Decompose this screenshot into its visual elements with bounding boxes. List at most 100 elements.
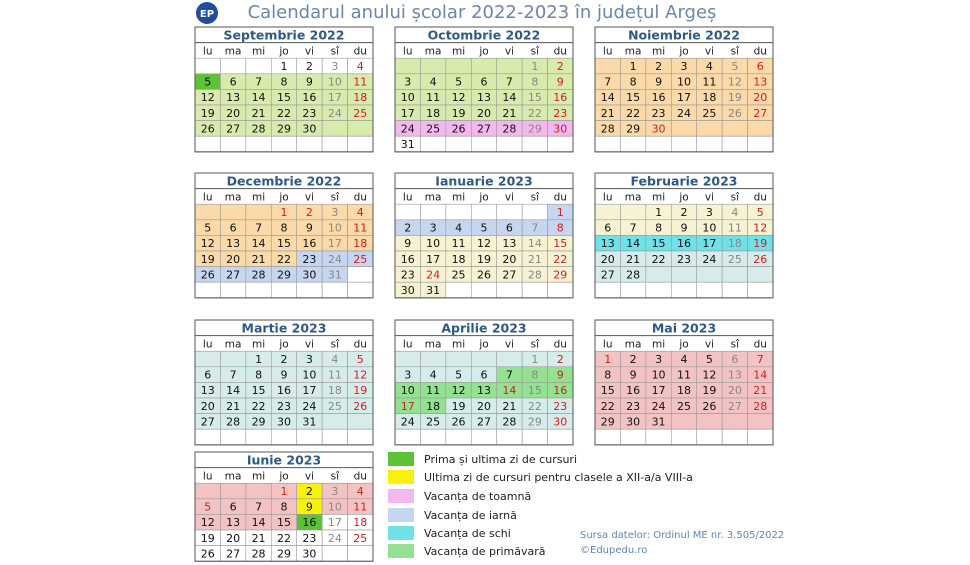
day-number: 8 [531, 76, 538, 89]
day-number: 4 [430, 76, 437, 89]
day-number: 19 [201, 253, 215, 266]
day-cell [747, 413, 774, 430]
day-number: 30 [302, 547, 316, 560]
weekday: jo [678, 191, 688, 203]
day-number: 3 [306, 353, 313, 366]
day-number: 2 [306, 206, 313, 219]
weekday: du [754, 338, 767, 350]
weekday: du [354, 338, 367, 350]
day-cell [394, 57, 421, 75]
day-number: 7 [531, 222, 538, 235]
weekday: mi [252, 191, 265, 203]
weekday: du [554, 338, 567, 350]
day-number: 22 [528, 400, 542, 413]
logo-text: EP [200, 9, 214, 20]
day-number: 16 [677, 237, 691, 250]
day-cell [321, 135, 348, 153]
day-number: 29 [601, 415, 615, 428]
month-border [594, 26, 774, 153]
day-number: 29 [528, 122, 542, 135]
day-cell [245, 135, 272, 153]
day-cell [321, 545, 348, 562]
day-cell [245, 428, 272, 446]
day-number: 9 [630, 369, 637, 382]
day-cell [645, 135, 672, 153]
weekday: lu [203, 191, 213, 203]
day-cell [645, 428, 672, 446]
day-number: 3 [331, 485, 338, 498]
day-number: 20 [477, 107, 491, 120]
day-number: 13 [477, 384, 491, 397]
day-number: 12 [353, 369, 367, 382]
day-number: 1 [630, 60, 637, 73]
day-number: 7 [757, 353, 764, 366]
day-number: 23 [302, 253, 316, 266]
day-cell [496, 281, 523, 299]
day-number: 30 [553, 415, 567, 428]
legend-label: Prima și ultima zi de cursuri [424, 453, 577, 466]
day-cell [347, 281, 374, 299]
day-number: 17 [401, 400, 415, 413]
day-cell [620, 428, 647, 446]
day-cell [721, 135, 748, 153]
weekday: du [354, 191, 367, 203]
day-number: 10 [702, 222, 716, 235]
day-number: 23 [553, 400, 567, 413]
day-number: 15 [252, 384, 266, 397]
day-number: 9 [655, 76, 662, 89]
day-number: 12 [201, 237, 215, 250]
day-number: 14 [252, 516, 266, 529]
day-number: 10 [677, 76, 691, 89]
day-number: 7 [230, 369, 237, 382]
day-number: 22 [601, 400, 615, 413]
weekday: ma [425, 191, 442, 203]
day-number: 26 [477, 268, 491, 281]
day-number: 18 [426, 107, 440, 120]
day-cell [445, 428, 472, 446]
weekday: lu [403, 191, 413, 203]
day-number: 13 [601, 237, 615, 250]
day-number: 9 [404, 237, 411, 250]
day-number: 1 [604, 353, 611, 366]
day-cell [547, 135, 574, 153]
day-number: 4 [681, 353, 688, 366]
day-number: 11 [677, 369, 691, 382]
day-number: 8 [630, 76, 637, 89]
weekday: jo [278, 191, 288, 203]
day-number: 2 [306, 485, 313, 498]
day-number: 7 [255, 76, 262, 89]
day-number: 14 [252, 91, 266, 104]
day-cell [220, 135, 247, 153]
day-number: 2 [557, 353, 564, 366]
day-number: 5 [757, 206, 764, 219]
day-cell [747, 266, 774, 283]
day-number: 3 [430, 222, 437, 235]
day-number: 19 [702, 384, 716, 397]
day-cell [620, 135, 647, 153]
day-number: 17 [328, 237, 342, 250]
day-number: 25 [328, 400, 342, 413]
day-cell [194, 482, 221, 500]
day-cell [347, 428, 374, 446]
weekday: jo [678, 338, 688, 350]
day-number: 7 [255, 222, 262, 235]
day-number: 23 [553, 107, 567, 120]
day-number: 28 [528, 268, 542, 281]
day-number: 30 [302, 122, 316, 135]
day-number: 15 [277, 91, 291, 104]
day-cell [470, 57, 498, 75]
day-number: 12 [452, 384, 466, 397]
weekday: vi [305, 191, 314, 203]
day-number: 3 [706, 206, 713, 219]
day-cell [194, 281, 221, 299]
day-number: 8 [557, 222, 564, 235]
day-number: 2 [306, 60, 313, 73]
day-number: 21 [601, 107, 615, 120]
day-number: 1 [531, 353, 538, 366]
month-name: Februarie 2023 [630, 173, 737, 188]
weekday: ma [625, 45, 642, 57]
day-cell [470, 350, 498, 368]
day-number: 22 [252, 400, 266, 413]
day-number: 6 [230, 76, 237, 89]
